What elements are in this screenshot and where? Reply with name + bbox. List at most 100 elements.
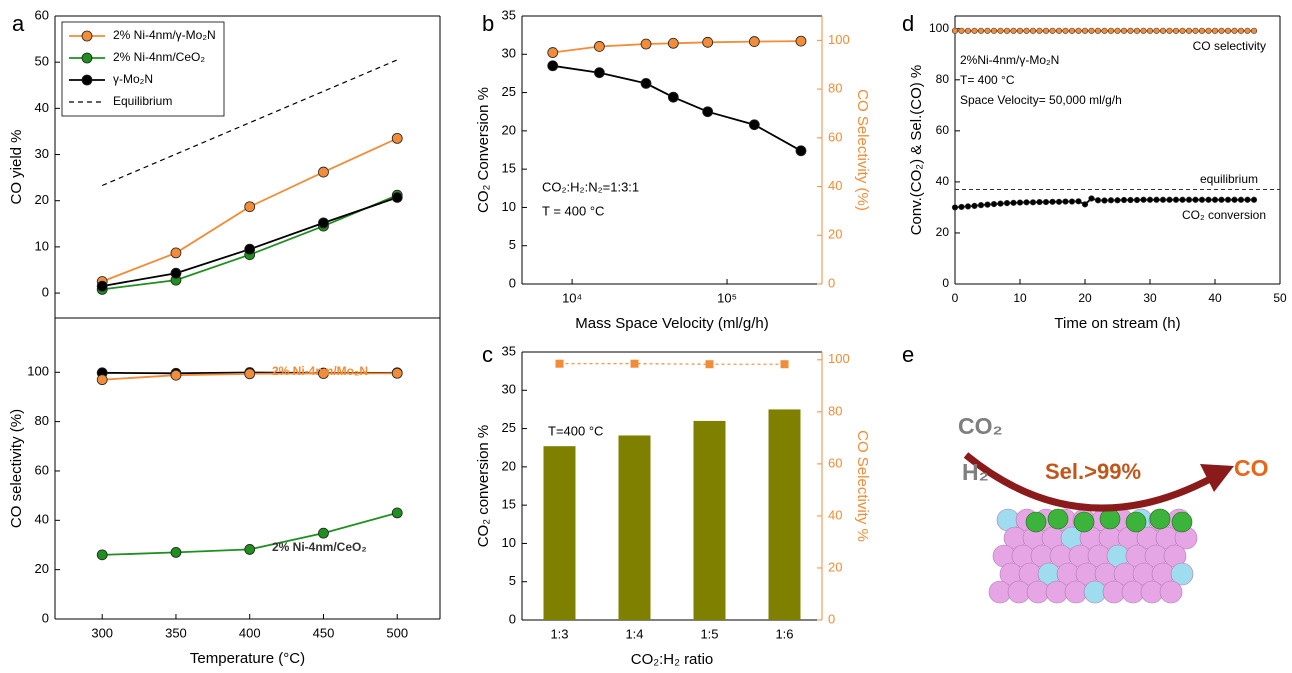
y-tick-label: 100 <box>27 364 49 379</box>
atom <box>1159 580 1183 604</box>
bar <box>768 409 801 620</box>
y-tick-label: 100 <box>929 21 949 35</box>
marker <box>1224 196 1232 203</box>
marker <box>391 507 403 519</box>
marker <box>702 36 714 48</box>
series-line <box>552 64 802 152</box>
atom <box>1102 580 1126 604</box>
annotation: equilibrium <box>1200 172 1258 186</box>
y-axis-label: CO₂ Conversion % <box>475 87 492 213</box>
marker <box>971 27 978 34</box>
marker <box>1179 196 1186 203</box>
marker <box>1218 27 1225 34</box>
marker <box>1133 27 1141 34</box>
marker <box>1062 198 1069 205</box>
annotation: T = 400 °C <box>542 203 604 218</box>
y-axis-label: CO₂ conversion % <box>475 425 492 548</box>
product-label: CO <box>1234 455 1269 481</box>
y-tick-label: 5 <box>509 573 516 588</box>
marker <box>1192 196 1199 203</box>
marker <box>1075 27 1082 34</box>
y-tick-label: 50 <box>35 54 49 69</box>
marker <box>1127 27 1134 34</box>
marker <box>1114 197 1121 204</box>
atom <box>1045 580 1069 604</box>
marker <box>1062 27 1069 34</box>
marker <box>1172 27 1180 34</box>
marker <box>96 280 108 292</box>
x-tick-label: 400 <box>239 625 261 640</box>
marker <box>244 368 256 380</box>
atom <box>1064 580 1088 604</box>
y2-tick-label: 0 <box>828 275 835 290</box>
y2-tick-label: 20 <box>828 227 842 242</box>
marker <box>977 27 985 34</box>
x-axis-label: Time on stream (h) <box>1054 315 1180 332</box>
y-tick-label: 0 <box>42 610 49 625</box>
y-tick-label: 40 <box>35 100 49 115</box>
marker <box>958 27 965 34</box>
marker <box>1211 196 1219 203</box>
marker <box>1114 27 1121 34</box>
marker <box>1185 196 1193 203</box>
marker <box>1081 201 1089 208</box>
marker <box>1055 198 1063 205</box>
catalyst-model <box>988 508 1198 604</box>
marker <box>667 91 679 103</box>
marker <box>318 527 329 539</box>
marker <box>1049 198 1056 205</box>
marker <box>1198 196 1206 203</box>
marker <box>1049 27 1056 34</box>
marker <box>318 166 329 178</box>
marker <box>318 368 329 379</box>
y2-tick-label: 80 <box>828 81 842 96</box>
annotation: T=400 °C <box>548 423 603 438</box>
marker <box>1016 199 1024 206</box>
atom <box>1170 562 1194 586</box>
panel-label: b <box>482 11 494 36</box>
marker <box>795 35 807 47</box>
marker <box>1140 196 1147 203</box>
x-tick-label: 30 <box>1143 291 1157 305</box>
marker <box>1250 27 1258 34</box>
y2-tick-label: 40 <box>828 507 842 522</box>
y-tick-label: 0 <box>509 611 516 626</box>
panel-label: a <box>12 11 25 36</box>
marker <box>1120 196 1128 204</box>
marker <box>951 204 959 211</box>
annotation: 2% Ni-4nm/CeO₂ <box>272 540 367 554</box>
marker <box>705 360 714 369</box>
marker <box>1036 198 1043 206</box>
marker <box>1244 27 1251 34</box>
y-tick-label: 0 <box>942 276 949 290</box>
x-tick-label: 300 <box>91 625 113 640</box>
panel-label: e <box>902 342 914 367</box>
legend-marker <box>81 74 93 86</box>
y-tick-label: 35 <box>502 343 516 358</box>
y-tick-label: 40 <box>936 174 950 188</box>
marker <box>667 37 679 49</box>
legend-label: 2% Ni-4nm/CeO₂ <box>113 50 205 64</box>
y-axis-label: CO selectivity (%) <box>8 409 25 528</box>
marker <box>96 549 108 561</box>
y-tick-label: 25 <box>502 84 516 99</box>
marker <box>640 38 652 50</box>
marker <box>1081 27 1089 34</box>
marker <box>1237 196 1245 203</box>
marker <box>1231 27 1238 34</box>
marker <box>1198 27 1206 34</box>
marker <box>1003 199 1011 207</box>
marker <box>1088 195 1095 202</box>
marker <box>170 267 182 279</box>
marker <box>1146 27 1154 34</box>
marker <box>984 27 991 34</box>
marker <box>984 201 991 208</box>
marker <box>1218 196 1225 203</box>
marker <box>391 132 403 144</box>
marker <box>1166 27 1173 34</box>
marker <box>630 359 639 368</box>
annotation: CO selectivity <box>1193 39 1266 53</box>
marker <box>1244 196 1251 203</box>
annotation: Space Velocity= 50,000 ml/g/h <box>960 93 1122 107</box>
marker <box>1205 196 1212 203</box>
